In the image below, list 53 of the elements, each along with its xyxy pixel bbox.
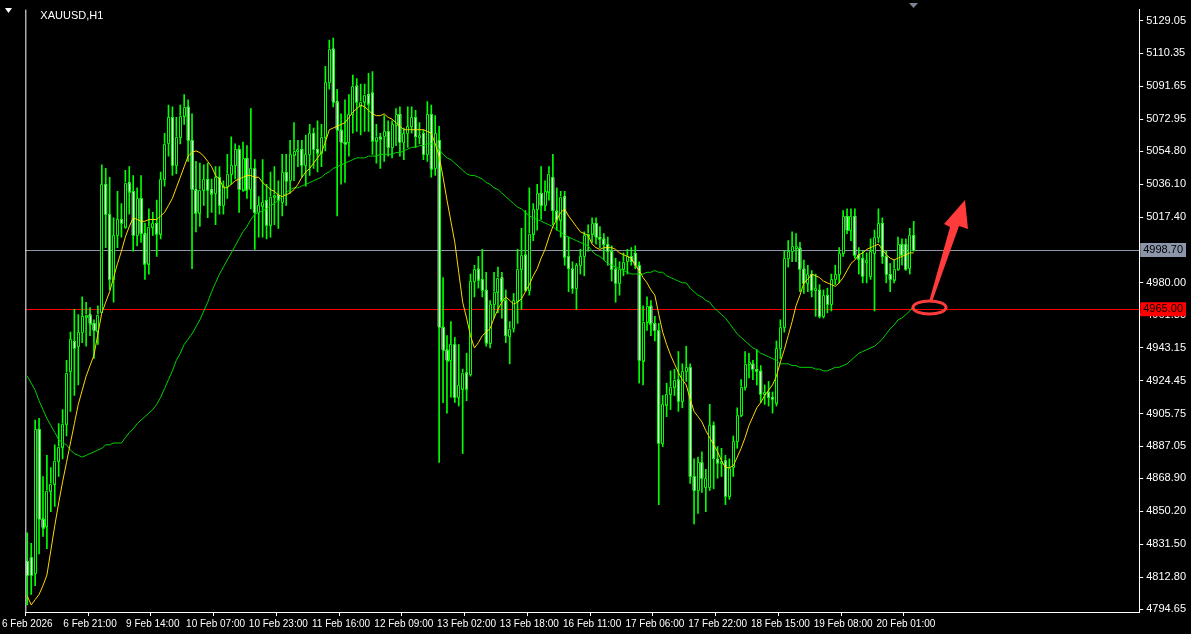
x-tick-label: 6 Feb 2026	[1, 617, 54, 629]
candlestick	[712, 421, 716, 490]
candlestick	[218, 166, 221, 215]
x-tick-label: 19 Feb 08:00	[813, 617, 874, 629]
ref-line-label: 4965.00	[1143, 302, 1183, 315]
y-tick-label: 5036.10	[1146, 177, 1186, 190]
candlestick	[822, 289, 825, 319]
y-tick-label: 5017.40	[1146, 210, 1186, 223]
x-tick-label: 9 Feb 14:00	[126, 617, 180, 629]
x-tick-label: 10 Feb 23:00	[248, 617, 309, 629]
candlestick	[312, 127, 316, 169]
candlestick	[790, 231, 794, 263]
x-tick-label: 17 Feb 22:00	[688, 617, 748, 629]
y-tick-label: 4887.05	[1146, 439, 1186, 452]
candlestick	[571, 261, 574, 294]
candlestick	[80, 296, 84, 344]
y-tick-label: 4831.50	[1146, 537, 1186, 550]
y-tick-label: 5129.05	[1146, 13, 1186, 26]
candlestick	[414, 110, 418, 148]
x-tick-label: 13 Feb 18:00	[499, 617, 560, 629]
candlestick	[131, 175, 135, 252]
x-tick-label: 10 Feb 07:00	[186, 617, 246, 629]
y-tick-label: 5054.80	[1146, 144, 1186, 157]
candlestick	[457, 344, 461, 407]
x-tick-label: 13 Feb 02:00	[437, 617, 497, 629]
candlestick	[382, 115, 386, 162]
y-tick-label: 4850.20	[1146, 504, 1186, 517]
candlestick	[112, 217, 116, 303]
y-tick-label: 4943.15	[1146, 340, 1186, 353]
candlestick	[214, 166, 218, 226]
x-tick-label: 6 Feb 21:00	[63, 617, 118, 629]
x-tick-label: 12 Feb 09:00	[374, 617, 434, 629]
y-tick-label: 4924.45	[1146, 373, 1186, 386]
candlestick	[818, 284, 822, 319]
chart-title: XAUUSD,H1	[40, 8, 104, 21]
candlestick	[908, 227, 912, 275]
x-tick-label: 20 Feb 01:00	[876, 617, 936, 629]
x-tick-label: 17 Feb 06:00	[625, 617, 685, 629]
y-tick-label: 4812.80	[1146, 570, 1186, 583]
candlestick	[539, 166, 543, 220]
x-tick-label: 11 Feb 16:00	[311, 617, 371, 629]
ref-line-label: 4998.70	[1143, 242, 1183, 255]
x-tick-label: 16 Feb 11:00	[562, 617, 622, 629]
y-tick-label: 5091.65	[1146, 79, 1186, 92]
x-tick-label: 18 Feb 15:00	[750, 617, 811, 629]
y-tick-label: 4980.00	[1146, 275, 1186, 288]
y-tick-label: 4905.75	[1146, 406, 1186, 419]
y-tick-label: 4794.65	[1146, 602, 1186, 615]
candlestick	[249, 108, 253, 210]
y-tick-label: 5072.95	[1146, 112, 1186, 125]
y-tick-label: 4868.90	[1146, 471, 1186, 484]
candlestick	[767, 381, 771, 407]
y-tick-label: 5110.35	[1146, 46, 1186, 59]
